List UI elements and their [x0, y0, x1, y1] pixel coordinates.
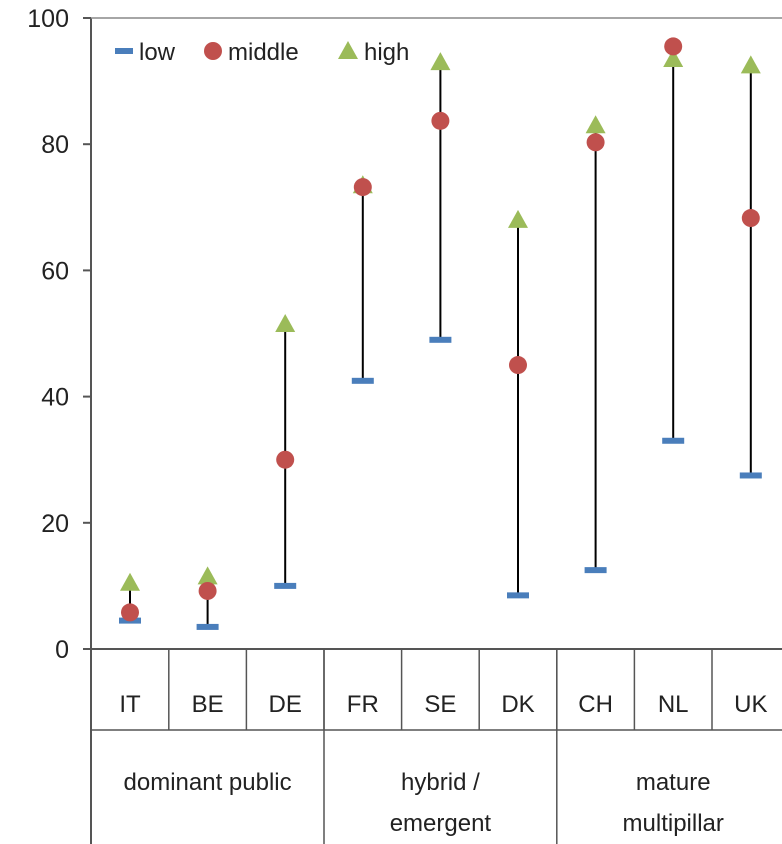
axes: [90, 17, 782, 844]
data-markers: [119, 37, 762, 630]
middle-marker: [353, 178, 372, 197]
high-marker: [508, 209, 528, 228]
middle-marker: [121, 603, 139, 622]
x-tick-label: BE: [192, 691, 224, 718]
high-marker: [275, 314, 296, 333]
y-tick-label: 100: [27, 5, 69, 33]
low-marker: [739, 472, 762, 479]
x-tick-label: CH: [578, 691, 613, 718]
middle-marker: [431, 111, 450, 130]
high-marker: [197, 566, 218, 585]
x-tick-label: UK: [734, 691, 767, 718]
legend-low-marker: [115, 48, 133, 54]
legend-middle-label: middle: [228, 39, 299, 66]
middle-marker: [276, 450, 295, 469]
low-marker: [274, 582, 297, 589]
x-axis-groups: dominant public hybrid / emergent mature mul…: [124, 649, 724, 844]
x-tick-label: DK: [501, 691, 534, 718]
low-marker: [351, 377, 374, 384]
high-marker: [585, 115, 606, 134]
group-label: dominant public: [124, 769, 292, 796]
y-tick-label: 80: [41, 131, 69, 159]
legend-high-marker: [338, 41, 358, 59]
x-tick-label: NL: [658, 691, 689, 718]
y-tick-label: 0: [55, 636, 69, 664]
y-tick-label: 40: [41, 384, 69, 412]
low-marker: [429, 336, 452, 343]
legend-low-label: low: [139, 39, 176, 66]
legend-high-label: high: [364, 39, 409, 66]
legend: low middle high: [115, 39, 409, 66]
middle-marker: [198, 581, 217, 600]
x-tick-label: IT: [119, 691, 141, 718]
high-marker: [740, 55, 761, 74]
y-tick-label: 60: [41, 257, 69, 285]
low-marker: [662, 437, 685, 444]
group-label: hybrid /: [401, 769, 480, 796]
y-tick-label: 20: [41, 510, 69, 538]
group-label: emergent: [390, 810, 492, 837]
middle-marker: [586, 133, 605, 152]
low-marker: [196, 623, 219, 630]
x-tick-label: SE: [424, 691, 456, 718]
legend-middle-marker: [204, 42, 222, 60]
x-tick-label: FR: [347, 691, 379, 718]
group-label: mature: [636, 769, 711, 796]
x-tick-label: DE: [269, 691, 302, 718]
low-marker: [584, 567, 607, 574]
x-axis-categories: IT BE DE FR SE DK CH NL UK: [119, 649, 767, 730]
middle-marker: [664, 37, 683, 56]
y-axis-ticks: 0 20 40 60 80 100: [27, 5, 91, 664]
middle-marker: [509, 356, 527, 375]
group-label: multipillar: [623, 810, 724, 837]
high-marker: [430, 52, 451, 71]
high-marker: [120, 572, 140, 591]
range-lines: [129, 59, 752, 627]
middle-marker: [741, 209, 760, 228]
high-marker: [663, 49, 684, 68]
low-marker: [507, 592, 529, 599]
